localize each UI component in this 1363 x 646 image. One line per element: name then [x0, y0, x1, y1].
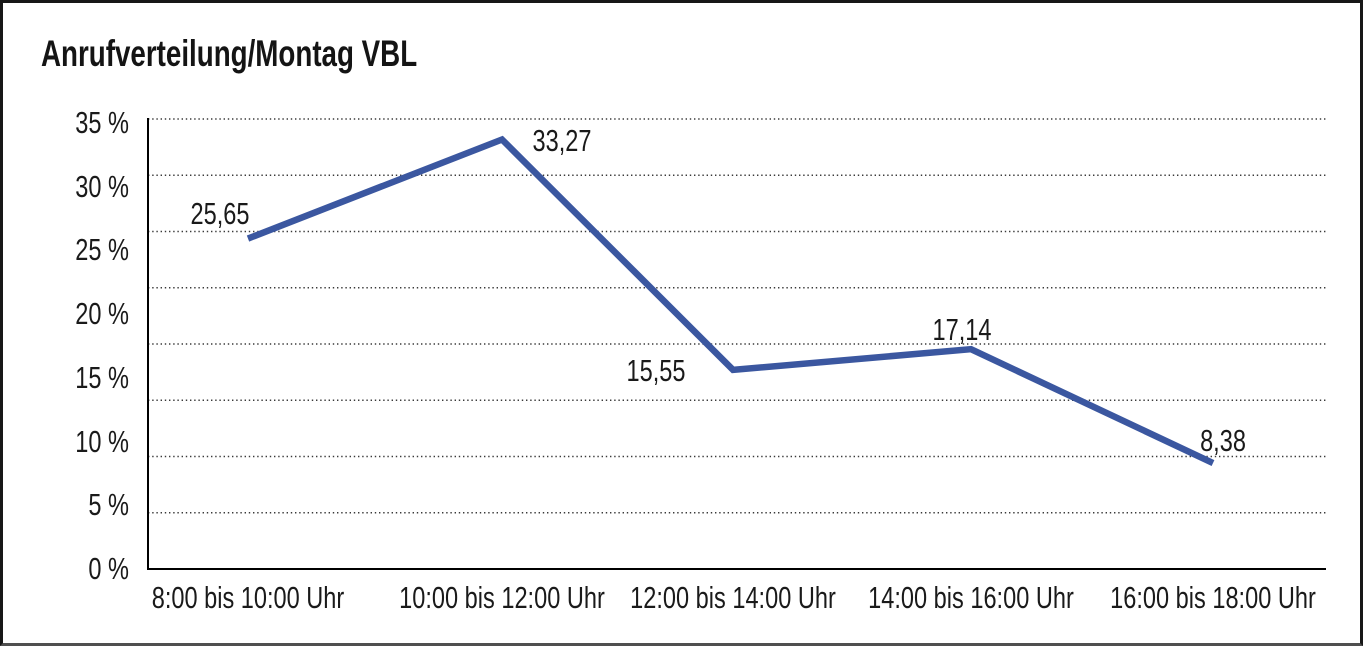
chart-title: Anrufverteilung/Montag VBL [41, 33, 418, 74]
y-axis-tick-label: 15 % [75, 359, 129, 395]
data-point-value-label: 17,14 [932, 312, 992, 347]
y-axis-tick-label: 35 % [75, 105, 129, 140]
y-axis-tick-label: 10 % [75, 423, 129, 459]
y-axis-tick-label: 25 % [75, 232, 129, 268]
y-axis-tick-label: 20 % [75, 296, 129, 332]
x-axis-category-label: 16:00 bis 18:00 Uhr [1110, 580, 1316, 615]
y-axis-tick-label: 5 % [88, 487, 129, 523]
x-axis-category-label: 10:00 bis 12:00 Uhr [399, 580, 605, 615]
line-chart-plot-area [147, 118, 1326, 570]
x-axis-category-label: 8:00 bis 10:00 Uhr [151, 580, 345, 615]
x-axis-category-label: 14:00 bis 16:00 Uhr [868, 580, 1074, 615]
x-axis-category-label: 12:00 bis 14:00 Uhr [630, 580, 836, 615]
data-point-value-label: 25,65 [190, 196, 250, 231]
data-point-value-label: 15,55 [626, 353, 686, 388]
data-point-value-label: 33,27 [532, 123, 592, 158]
y-axis-tick-label: 0 % [88, 551, 129, 586]
data-point-value-label: 8,38 [1200, 423, 1246, 458]
data-series-line [246, 135, 1215, 467]
y-axis-tick-label: 30 % [75, 168, 129, 204]
